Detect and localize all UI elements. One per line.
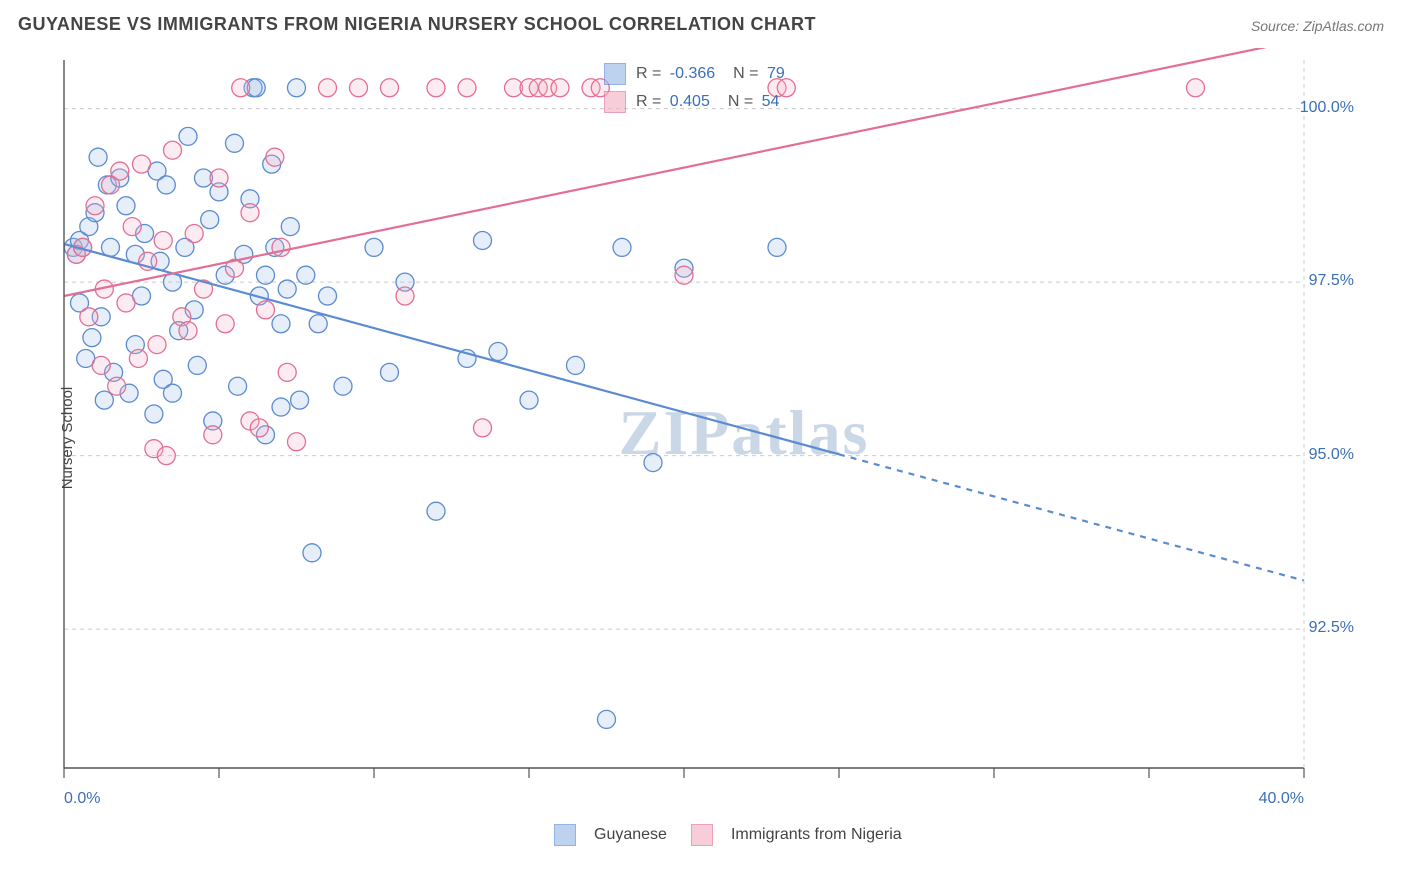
axis-tick-label: 95.0% — [1309, 446, 1354, 464]
swatch-icon — [691, 824, 713, 846]
scatter-point — [365, 238, 383, 256]
scatter-point — [427, 79, 445, 97]
scatter-point — [241, 204, 259, 222]
scatter-point — [309, 315, 327, 333]
swatch-icon — [604, 91, 626, 113]
bottom-legend: Guyanese Immigrants from Nigeria — [554, 824, 902, 846]
scatter-point — [381, 79, 399, 97]
scatter-point — [567, 356, 585, 374]
plot-area: Nursery School ZIPatlas R = -0.366N = 79… — [44, 48, 1344, 828]
scatter-point — [768, 238, 786, 256]
scatter-point — [474, 231, 492, 249]
scatter-point — [216, 315, 234, 333]
scatter-point — [148, 336, 166, 354]
scatter-point — [675, 266, 693, 284]
scatter-point — [123, 218, 141, 236]
scatter-point — [288, 433, 306, 451]
scatter-point — [111, 162, 129, 180]
scatter-point — [489, 343, 507, 361]
scatter-point — [117, 294, 135, 312]
scatter-point — [129, 349, 147, 367]
scatter-point — [257, 266, 275, 284]
scatter-point — [179, 127, 197, 145]
legend-item-nigeria: Immigrants from Nigeria — [691, 824, 902, 846]
scatter-point — [303, 544, 321, 562]
scatter-point — [83, 329, 101, 347]
scatter-point — [319, 287, 337, 305]
scatter-point — [281, 218, 299, 236]
scatter-point — [164, 141, 182, 159]
legend-label: Immigrants from Nigeria — [731, 826, 902, 844]
scatter-point — [427, 502, 445, 520]
scatter-point — [188, 356, 206, 374]
swatch-icon — [604, 63, 626, 85]
axis-tick-label: 40.0% — [1259, 790, 1304, 808]
scatter-point — [334, 377, 352, 395]
scatter-point — [644, 454, 662, 472]
scatter-point — [133, 155, 151, 173]
stats-text: R = 0.405N = 54 — [636, 93, 797, 111]
chart-svg: ZIPatlas — [44, 48, 1344, 828]
scatter-point — [117, 197, 135, 215]
scatter-point — [179, 322, 197, 340]
scatter-point — [272, 398, 290, 416]
scatter-point — [89, 148, 107, 166]
scatter-point — [288, 79, 306, 97]
scatter-point — [80, 308, 98, 326]
scatter-point — [229, 377, 247, 395]
scatter-point — [257, 301, 275, 319]
scatter-point — [613, 238, 631, 256]
scatter-point — [520, 391, 538, 409]
scatter-point — [232, 79, 250, 97]
stats-row-guyanese: R = -0.366N = 79 — [604, 60, 803, 88]
scatter-point — [86, 197, 104, 215]
scatter-point — [458, 79, 476, 97]
scatter-point — [396, 287, 414, 305]
legend-item-guyanese: Guyanese — [554, 824, 667, 846]
scatter-point — [157, 176, 175, 194]
scatter-point — [108, 377, 126, 395]
legend-label: Guyanese — [594, 826, 667, 844]
scatter-point — [350, 79, 368, 97]
scatter-point — [204, 426, 222, 444]
scatter-point — [164, 384, 182, 402]
scatter-point — [145, 405, 163, 423]
scatter-point — [157, 447, 175, 465]
scatter-point — [154, 231, 172, 249]
scatter-point — [598, 710, 616, 728]
scatter-point — [551, 79, 569, 97]
scatter-point — [250, 419, 268, 437]
scatter-point — [102, 238, 120, 256]
scatter-point — [1187, 79, 1205, 97]
swatch-icon — [554, 824, 576, 846]
scatter-point — [226, 134, 244, 152]
stats-text: R = -0.366N = 79 — [636, 65, 803, 83]
axis-tick-label: 92.5% — [1309, 619, 1354, 637]
scatter-point — [272, 238, 290, 256]
scatter-point — [319, 79, 337, 97]
scatter-point — [278, 363, 296, 381]
scatter-point — [278, 280, 296, 298]
scatter-point — [291, 391, 309, 409]
axis-tick-label: 97.5% — [1309, 272, 1354, 290]
scatter-point — [210, 169, 228, 187]
scatter-point — [266, 148, 284, 166]
scatter-point — [474, 419, 492, 437]
scatter-point — [95, 391, 113, 409]
scatter-point — [201, 211, 219, 229]
y-axis-label: Nursery School — [59, 387, 76, 490]
scatter-point — [92, 356, 110, 374]
axis-tick-label: 0.0% — [64, 790, 100, 808]
stats-legend-box: R = -0.366N = 79 R = 0.405N = 54 — [604, 60, 803, 116]
scatter-point — [185, 225, 203, 243]
source-label: Source: ZipAtlas.com — [1251, 18, 1384, 34]
scatter-point — [272, 315, 290, 333]
scatter-point — [297, 266, 315, 284]
scatter-point — [381, 363, 399, 381]
axis-tick-label: 100.0% — [1300, 99, 1354, 117]
stats-row-nigeria: R = 0.405N = 54 — [604, 88, 803, 116]
chart-title: GUYANESE VS IMMIGRANTS FROM NIGERIA NURS… — [18, 14, 816, 35]
